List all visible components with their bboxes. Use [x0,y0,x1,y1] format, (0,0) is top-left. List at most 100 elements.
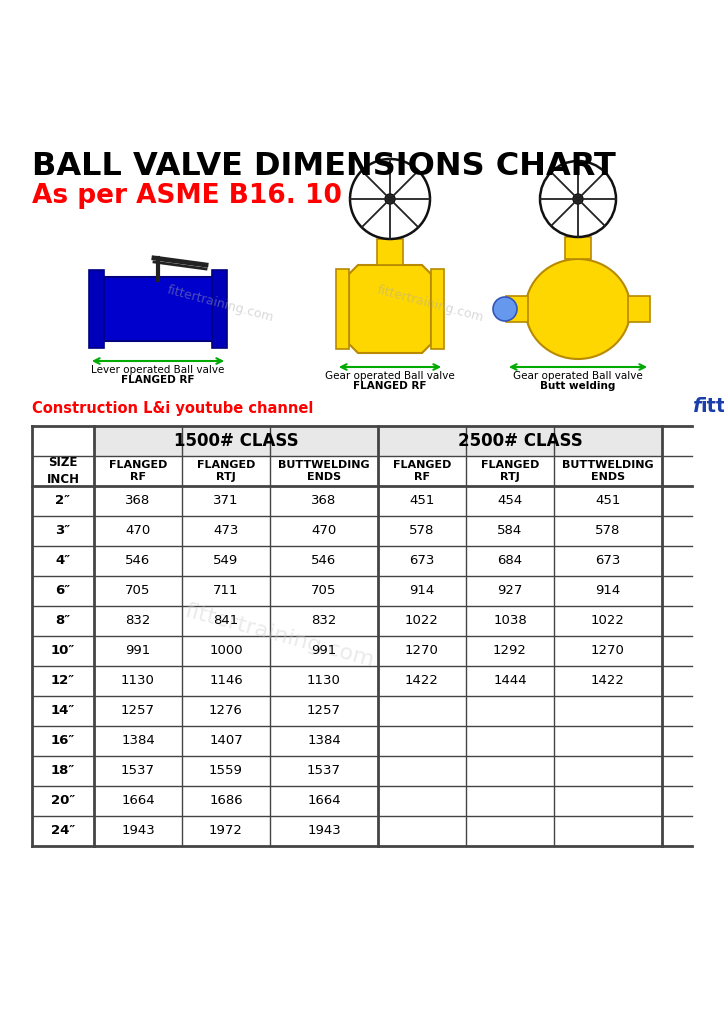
Circle shape [573,194,583,204]
Text: 673: 673 [595,555,620,567]
Bar [212,270,227,348]
Text: 1270: 1270 [591,644,625,657]
Text: 1022: 1022 [405,614,439,628]
Text: 470: 470 [311,524,337,538]
Text: 8″: 8″ [56,614,70,628]
Text: 1038: 1038 [493,614,527,628]
Text: 1943: 1943 [121,824,155,838]
Text: 1664: 1664 [121,795,155,808]
Text: 578: 578 [595,524,620,538]
Text: 927: 927 [497,585,523,597]
Text: 841: 841 [214,614,239,628]
Text: SIZE
INCH: SIZE INCH [46,456,80,486]
Text: 20″: 20″ [51,795,75,808]
Text: FLANGED
RF: FLANGED RF [109,460,167,482]
Text: 549: 549 [214,555,239,567]
Text: 12″: 12″ [51,675,75,687]
Text: 368: 368 [125,495,151,508]
Text: 14″: 14″ [51,705,75,718]
Text: 3″: 3″ [56,524,70,538]
Text: 1537: 1537 [121,765,155,777]
Text: 991: 991 [311,644,337,657]
Text: 1130: 1130 [121,675,155,687]
Text: 451: 451 [409,495,434,508]
Text: FLANGED RF: FLANGED RF [121,375,195,385]
Bar [378,426,662,456]
Text: fittertraining.com: fittertraining.com [183,601,377,671]
Text: 1972: 1972 [209,824,243,838]
Text: 470: 470 [125,524,151,538]
Text: 1000: 1000 [209,644,243,657]
Text: 24″: 24″ [51,824,75,838]
Text: Lever operated Ball valve: Lever operated Ball valve [91,365,224,375]
Text: 1292: 1292 [493,644,527,657]
Text: 914: 914 [409,585,434,597]
Text: FLANGED
RTJ: FLANGED RTJ [197,460,255,482]
Bar [89,270,104,348]
Bar [565,237,591,259]
Text: 1130: 1130 [307,675,341,687]
Bar [377,239,403,265]
Text: Butt welding: Butt welding [540,381,615,391]
Text: 1664: 1664 [307,795,341,808]
Bar [32,426,692,846]
Text: fittertraining.com: fittertraining.com [165,284,274,325]
Text: 1146: 1146 [209,675,243,687]
Text: 454: 454 [497,495,523,508]
Text: FLANGED
RF: FLANGED RF [393,460,451,482]
Text: 711: 711 [214,585,239,597]
Text: 1444: 1444 [493,675,527,687]
Text: 1384: 1384 [121,734,155,748]
Text: 673: 673 [409,555,434,567]
Bar [336,269,349,349]
Text: 546: 546 [311,555,337,567]
Text: 371: 371 [214,495,239,508]
Text: 2500# CLASS: 2500# CLASS [458,432,582,450]
Text: 16″: 16″ [51,734,75,748]
Text: 684: 684 [497,555,523,567]
Text: 1407: 1407 [209,734,243,748]
Text: As per ASME B16. 10: As per ASME B16. 10 [32,183,342,209]
Ellipse shape [526,259,631,359]
Text: 1276: 1276 [209,705,243,718]
Text: 1022: 1022 [591,614,625,628]
Text: 584: 584 [497,524,523,538]
Text: 1686: 1686 [209,795,243,808]
Bar [506,296,528,322]
Text: FLANGED
RTJ: FLANGED RTJ [481,460,539,482]
Text: 832: 832 [125,614,151,628]
Bar [94,426,378,456]
Text: 1270: 1270 [405,644,439,657]
Polygon shape [349,265,431,353]
Text: 1422: 1422 [405,675,439,687]
Text: 4″: 4″ [56,555,70,567]
Text: Construction L&i youtube channel: Construction L&i youtube channel [32,401,313,416]
Text: BALL VALVE DIMENSIONS CHART: BALL VALVE DIMENSIONS CHART [32,151,615,182]
Text: 473: 473 [214,524,239,538]
Text: 1500# CLASS: 1500# CLASS [174,432,298,450]
Text: Gear operated Ball valve: Gear operated Ball valve [513,371,643,381]
Text: 1384: 1384 [307,734,341,748]
Circle shape [385,194,395,204]
Text: BUTTWELDING
ENDS: BUTTWELDING ENDS [563,460,654,482]
Text: ittertraining.com: ittertraining.com [700,397,724,416]
Text: 705: 705 [311,585,337,597]
Text: 705: 705 [125,585,151,597]
Text: 18″: 18″ [51,765,75,777]
Text: f: f [692,397,701,416]
Text: 1537: 1537 [307,765,341,777]
Text: fittertraining.com: fittertraining.com [375,284,485,325]
Bar [628,296,650,322]
Circle shape [493,297,517,321]
Bar [431,269,444,349]
Text: 2″: 2″ [56,495,70,508]
Text: 1559: 1559 [209,765,243,777]
Text: 578: 578 [409,524,434,538]
Text: 546: 546 [125,555,151,567]
Text: Gear operated Ball valve: Gear operated Ball valve [325,371,455,381]
Text: BUTTWELDING
ENDS: BUTTWELDING ENDS [278,460,370,482]
Text: 832: 832 [311,614,337,628]
Text: 10″: 10″ [51,644,75,657]
Text: 368: 368 [311,495,337,508]
Text: 1257: 1257 [121,705,155,718]
